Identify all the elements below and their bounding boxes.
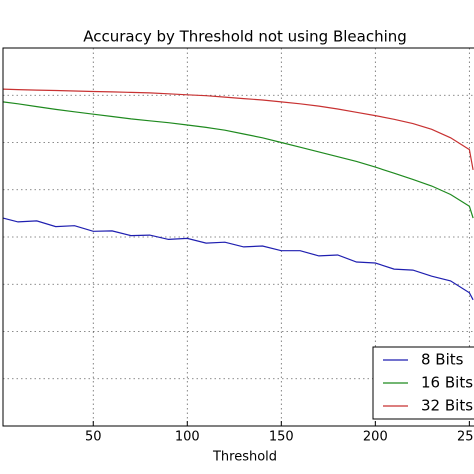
legend-label: 8 Bits <box>421 351 464 369</box>
legend: 8 Bits 16 Bits 32 Bits <box>372 346 474 420</box>
x-tick-label: 50 <box>85 430 102 445</box>
plot-frame <box>2 47 474 427</box>
series-line <box>2 217 474 301</box>
x-axis-label: Threshold <box>212 450 277 465</box>
chart-title: Accuracy by Threshold not using Bleachin… <box>83 28 407 46</box>
x-tick-label: 100 <box>175 430 200 445</box>
legend-label: 32 Bits <box>421 397 473 415</box>
series-line <box>2 88 474 171</box>
x-tick-label: 250 <box>457 430 474 445</box>
x-tick-label: 200 <box>363 430 388 445</box>
legend-label: 16 Bits <box>421 374 473 392</box>
series-line <box>2 101 474 219</box>
x-tick-label: 150 <box>269 430 294 445</box>
